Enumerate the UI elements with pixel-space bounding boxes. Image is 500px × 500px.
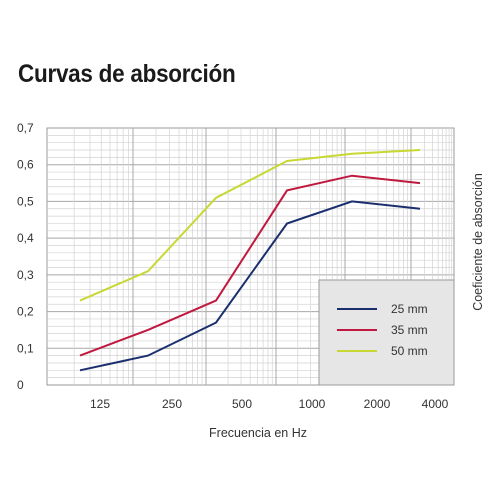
y-tick-label: 0,2	[17, 305, 34, 319]
y-tick-label: 0,5	[17, 194, 34, 208]
legend-label: 35 mm	[391, 323, 428, 337]
legend: 25 mm 35 mm 50 mm	[318, 279, 455, 386]
series-line	[79, 200, 421, 372]
x-tick-label: 500	[232, 397, 252, 411]
y-tick-label: 0,4	[17, 231, 34, 245]
legend-box	[318, 279, 455, 386]
x-axis-label: Frecuencia en Hz	[209, 426, 307, 440]
x-tick-label: 1000	[299, 397, 326, 411]
y-tick-label: 0,3	[17, 268, 34, 282]
series-lines	[79, 149, 421, 372]
y-tick-label: 0,1	[17, 341, 34, 355]
chart-title: Curvas de absorción	[18, 60, 236, 88]
legend-label: 25 mm	[391, 302, 428, 316]
y-axis-label: Coeficiente de absorción	[471, 173, 485, 311]
legend-label: 50 mm	[391, 344, 428, 358]
y-tick-label: 0	[17, 378, 24, 392]
y-tick-label: 0,7	[17, 121, 34, 135]
series-line	[79, 149, 421, 302]
x-tick-label: 4000	[422, 397, 449, 411]
series-line	[79, 174, 421, 357]
tick-labels: 0 0,1 0,2 0,3 0,4 0,5 0,6 0,7 125 250 500 1000 2000 4…	[17, 121, 485, 440]
x-tick-label: 2000	[364, 397, 391, 411]
y-tick-label: 0,6	[17, 158, 34, 172]
x-tick-label: 125	[90, 397, 110, 411]
x-tick-label: 250	[162, 397, 182, 411]
